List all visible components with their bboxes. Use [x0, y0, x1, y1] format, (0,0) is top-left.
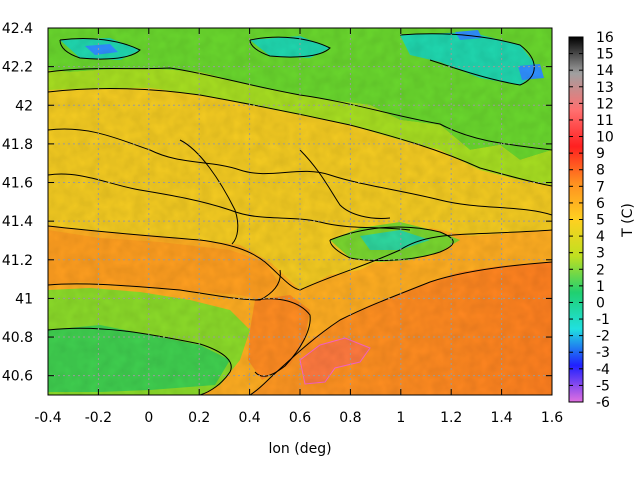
y-tick-label: 41.4: [2, 214, 33, 230]
colorbar-tick-label: 2: [596, 262, 605, 278]
colorbar-tick-label: 10: [596, 130, 614, 146]
y-axis: 40.6 40.8 41 41.2 41.4 41.6 41.8 42 42.2 42.4: [2, 21, 552, 385]
x-tick-label: 1.6: [541, 410, 563, 426]
x-axis: -0.4 -0.2 0 0.2 0.4 0.6 0.8 1 1.2 1.4 1.6: [34, 28, 563, 426]
colorbar-tick-label: 6: [596, 196, 605, 212]
x-axis-label: lon (deg): [268, 441, 331, 457]
colorbar-tick-label: 1: [596, 279, 605, 295]
contour-line: [329, 226, 454, 261]
contour-line: [249, 36, 331, 58]
y-tick-label: 40.8: [2, 330, 33, 346]
x-tick-label: 0.4: [238, 410, 260, 426]
colorbar-tick-label: 11: [596, 113, 614, 129]
contour-line: [48, 269, 281, 301]
x-tick-label: -0.2: [85, 410, 112, 426]
colorbar-tick-label: 13: [596, 80, 614, 96]
colorbar-tick-label: -6: [596, 395, 610, 411]
colorbar-tick-label: 3: [596, 246, 605, 262]
colorbar-tick-label: 9: [596, 146, 605, 162]
x-tick-label: 1: [396, 410, 405, 426]
y-tick-label: 41.2: [2, 253, 33, 269]
colorbar-tick-label: 16: [596, 30, 614, 46]
grid-lines: [48, 28, 552, 395]
x-tick-label: 0.6: [289, 410, 311, 426]
colorbar-tick-label: 8: [596, 163, 605, 179]
colorbar-tick-label: 12: [596, 96, 614, 112]
colorbar-tick-label: -1: [596, 312, 610, 328]
colorbar-tick-label: 15: [596, 47, 614, 63]
contour-line: [299, 149, 391, 219]
y-tick-label: 40.6: [2, 369, 33, 385]
colorbar-label: T (C): [620, 203, 636, 238]
x-tick-label: 1.2: [440, 410, 462, 426]
colorbar-tick-label: 5: [596, 213, 605, 229]
contour-line: [48, 87, 552, 187]
y-tick-label: 41: [15, 291, 33, 307]
x-tick-label: 0.2: [188, 410, 210, 426]
contour-line: [179, 139, 239, 245]
contour-line: [48, 128, 552, 216]
colorbar-tick-label: 4: [596, 229, 605, 245]
x-tick-label: -0.4: [34, 410, 61, 426]
y-tick-label: 42.4: [2, 21, 33, 37]
colorbar-tick-label: 14: [596, 63, 614, 79]
colorbar-tick-label: -2: [596, 329, 610, 345]
colorbar-tick-label: 0: [596, 295, 605, 311]
x-tick-label: 0.8: [339, 410, 361, 426]
x-tick-label: 0: [144, 410, 153, 426]
y-tick-label: 41.6: [2, 176, 33, 192]
contour-line: [48, 225, 552, 291]
contour-line: [59, 38, 141, 60]
y-tick-label: 41.8: [2, 137, 33, 153]
contour-line: [48, 173, 411, 231]
colorbar-tick-label: -3: [596, 345, 610, 361]
colorbar-tick-label: -4: [596, 362, 610, 378]
contour-line: [254, 298, 311, 377]
contour-line: [249, 261, 552, 395]
x-tick-label: 1.4: [490, 410, 512, 426]
y-tick-label: 42: [15, 98, 33, 114]
colorbar-tick-label: -5: [596, 378, 610, 394]
y-tick-label: 42.2: [2, 60, 33, 76]
contour-line: [48, 327, 232, 395]
colorbar-tick-label: 7: [596, 179, 605, 195]
contour-line: [399, 33, 535, 86]
